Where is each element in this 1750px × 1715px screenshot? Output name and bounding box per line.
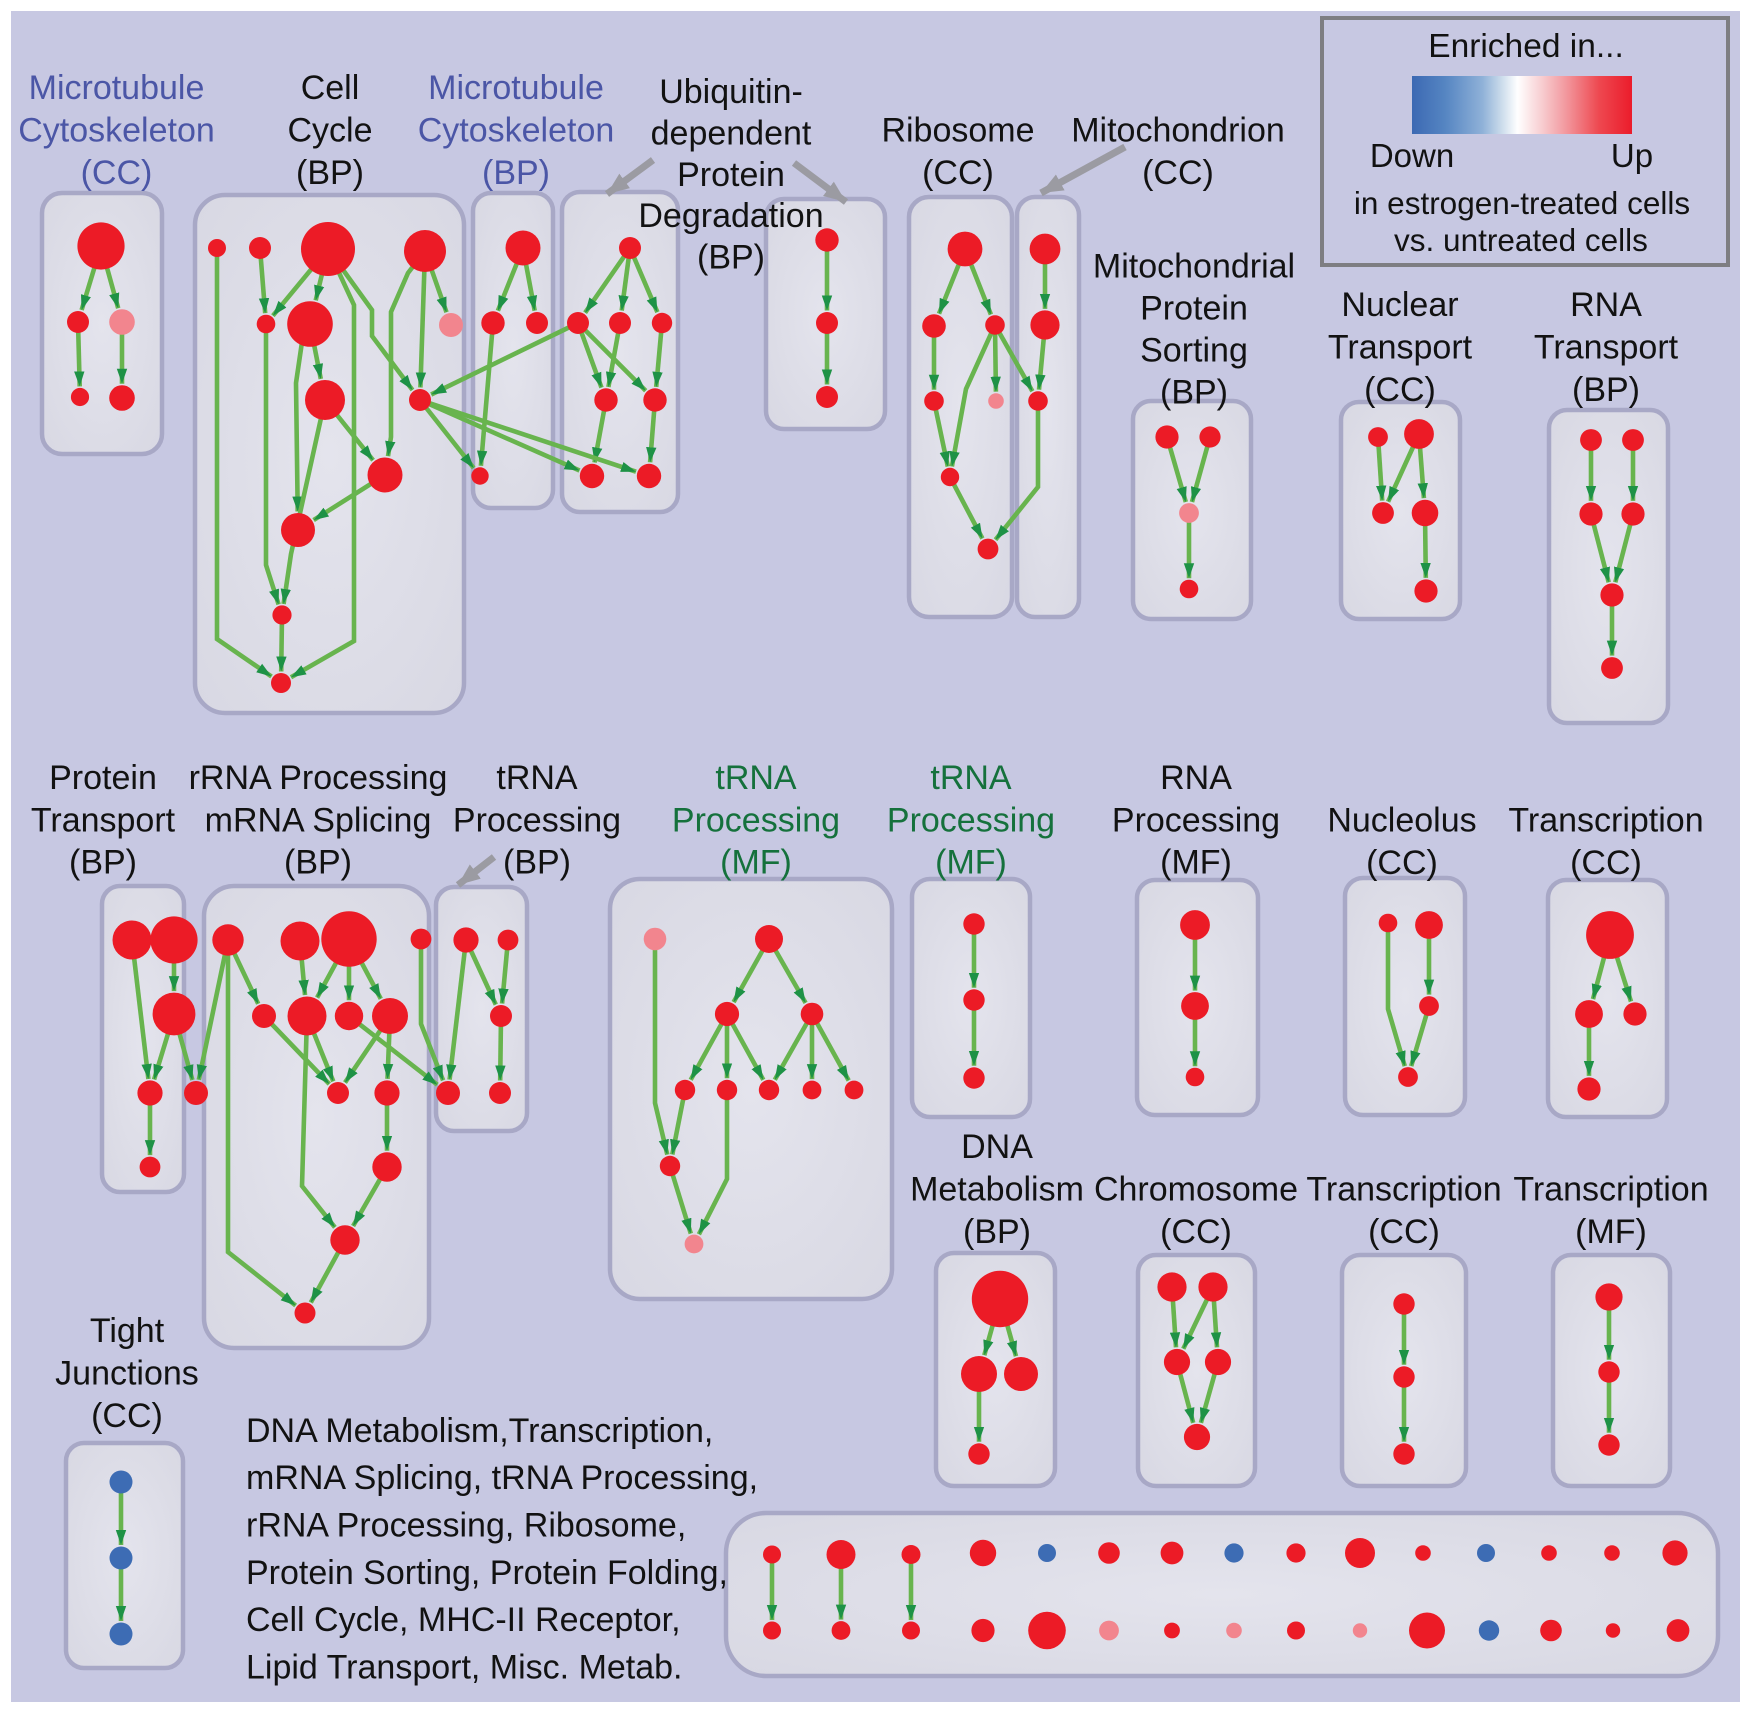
svg-text:mRNA Splicing: mRNA Splicing — [205, 801, 432, 839]
svg-text:(BP): (BP) — [503, 844, 571, 882]
svg-text:Cell Cycle, MHC-II Receptor,: Cell Cycle, MHC-II Receptor, — [246, 1601, 681, 1639]
svg-text:(BP): (BP) — [296, 154, 364, 192]
svg-text:DNA: DNA — [961, 1128, 1033, 1166]
svg-text:(CC): (CC) — [1142, 154, 1214, 192]
svg-text:Enriched in...: Enriched in... — [1428, 28, 1624, 65]
svg-text:Cytoskeleton: Cytoskeleton — [18, 112, 215, 150]
svg-text:Transcription: Transcription — [1508, 802, 1703, 840]
svg-text:Transcription: Transcription — [1306, 1171, 1501, 1209]
svg-text:Up: Up — [1611, 137, 1653, 174]
svg-text:(BP): (BP) — [69, 844, 137, 882]
svg-text:dependent: dependent — [651, 114, 812, 152]
svg-text:Cycle: Cycle — [287, 112, 372, 150]
svg-text:Processing: Processing — [887, 801, 1055, 839]
svg-text:(CC): (CC) — [1366, 844, 1438, 882]
svg-text:(CC): (CC) — [1364, 371, 1436, 409]
svg-text:RNA: RNA — [1570, 286, 1642, 324]
svg-text:(BP): (BP) — [963, 1213, 1031, 1251]
svg-text:(BP): (BP) — [1160, 374, 1228, 412]
svg-text:Tight: Tight — [90, 1312, 165, 1350]
svg-text:mRNA Splicing, tRNA Processing: mRNA Splicing, tRNA Processing, — [246, 1459, 758, 1497]
svg-text:Ubiquitin-: Ubiquitin- — [659, 73, 803, 111]
svg-text:vs. untreated cells: vs. untreated cells — [1394, 222, 1648, 258]
svg-text:Junctions: Junctions — [55, 1355, 199, 1393]
svg-text:(MF): (MF) — [720, 844, 792, 882]
svg-text:tRNA: tRNA — [496, 759, 578, 797]
svg-text:Lipid Transport, Misc. Metab.: Lipid Transport, Misc. Metab. — [246, 1648, 683, 1686]
svg-text:Processing: Processing — [672, 801, 840, 839]
svg-text:Cytoskeleton: Cytoskeleton — [418, 112, 615, 150]
svg-text:(CC): (CC) — [1160, 1213, 1232, 1251]
svg-text:Mitochondrial: Mitochondrial — [1093, 248, 1295, 286]
svg-text:(BP): (BP) — [284, 844, 352, 882]
svg-text:rRNA Processing, Ribosome,: rRNA Processing, Ribosome, — [246, 1507, 686, 1545]
svg-text:Protein Sorting, Protein Foldi: Protein Sorting, Protein Folding, — [246, 1554, 728, 1592]
svg-text:Nuclear: Nuclear — [1341, 286, 1458, 324]
svg-text:Protein: Protein — [49, 759, 157, 797]
svg-text:Sorting: Sorting — [1140, 332, 1248, 370]
svg-text:(BP): (BP) — [697, 239, 765, 277]
svg-text:Down: Down — [1370, 137, 1454, 174]
svg-text:(CC): (CC) — [1368, 1213, 1440, 1251]
svg-text:(CC): (CC) — [1570, 844, 1642, 882]
svg-text:Microtubule: Microtubule — [29, 69, 205, 107]
svg-text:tRNA: tRNA — [715, 759, 797, 797]
svg-text:Transport: Transport — [1534, 329, 1679, 367]
svg-text:Chromosome: Chromosome — [1094, 1171, 1298, 1209]
svg-text:Protein: Protein — [1140, 290, 1248, 328]
svg-text:(MF): (MF) — [935, 844, 1007, 882]
svg-text:Nucleolus: Nucleolus — [1327, 802, 1476, 840]
svg-text:Ribosome: Ribosome — [881, 112, 1034, 150]
svg-text:in estrogen-treated cells: in estrogen-treated cells — [1354, 185, 1690, 221]
svg-text:tRNA: tRNA — [930, 759, 1012, 797]
svg-text:Protein: Protein — [677, 156, 785, 194]
svg-text:rRNA Processing: rRNA Processing — [189, 759, 448, 797]
svg-text:DNA Metabolism,Transcription,: DNA Metabolism,Transcription, — [246, 1412, 713, 1450]
svg-text:Transcription: Transcription — [1513, 1171, 1708, 1209]
svg-text:Microtubule: Microtubule — [428, 69, 604, 107]
svg-text:Metabolism: Metabolism — [910, 1170, 1084, 1208]
svg-text:(CC): (CC) — [922, 154, 994, 192]
svg-text:Processing: Processing — [1112, 801, 1280, 839]
svg-text:(CC): (CC) — [91, 1397, 163, 1435]
svg-text:Mitochondrion: Mitochondrion — [1071, 112, 1285, 150]
svg-text:Processing: Processing — [453, 801, 621, 839]
svg-text:(BP): (BP) — [1572, 371, 1640, 409]
svg-text:(CC): (CC) — [81, 154, 153, 192]
svg-text:(MF): (MF) — [1575, 1213, 1647, 1251]
svg-text:RNA: RNA — [1160, 759, 1232, 797]
svg-text:Degradation: Degradation — [638, 197, 823, 235]
svg-text:(BP): (BP) — [482, 154, 550, 192]
svg-text:Transport: Transport — [1328, 329, 1473, 367]
svg-text:Cell: Cell — [301, 69, 360, 107]
svg-text:(MF): (MF) — [1160, 844, 1232, 882]
svg-text:Transport: Transport — [31, 801, 176, 839]
